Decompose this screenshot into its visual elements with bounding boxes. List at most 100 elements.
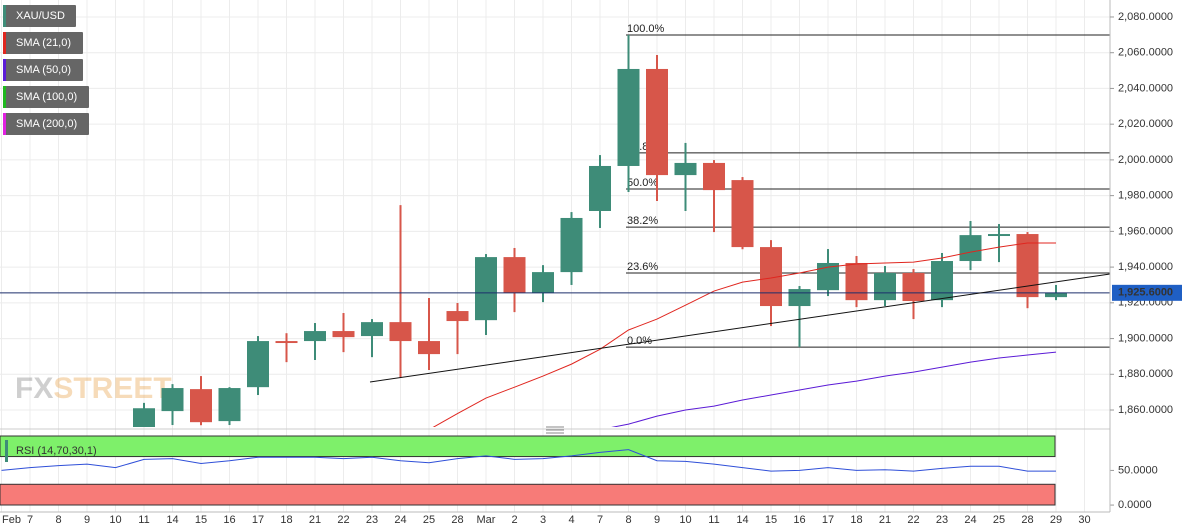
fib-label: 23.6% (627, 261, 658, 273)
axes: Feb 7 8 9 10 11 14 15 16 17 18 21 22 23 24 25 28 Mar 2 3 4 7 8… (2, 11, 1182, 526)
candle-body (959, 235, 982, 262)
legend-swatch (3, 113, 6, 135)
x-tick-label: 25 (423, 514, 435, 526)
legend-box (3, 59, 83, 81)
legend-box (3, 5, 76, 27)
grid (0, 0, 1110, 512)
x-tick-label: 28 (1021, 514, 1033, 526)
candle-body (503, 257, 526, 294)
rsi-tick-label: 0.0000 (1118, 499, 1152, 511)
price-panel (0, 35, 1110, 427)
legend-box (3, 86, 89, 108)
x-tick-label: 17 (252, 514, 264, 526)
legend-label: SMA (50,0) (16, 64, 71, 76)
x-tick-label: 15 (765, 514, 777, 526)
last-price-box (1112, 284, 1182, 301)
candle-body (446, 311, 469, 322)
candle-body (988, 234, 1010, 237)
legend-label: SMA (200,0) (16, 118, 77, 130)
x-tick-label: 17 (822, 514, 834, 526)
sma-line (432, 242, 1056, 427)
candle-body (760, 247, 782, 307)
legend-swatch (3, 59, 6, 81)
legend-swatch (3, 86, 6, 108)
legend-box (3, 113, 89, 135)
y-tick-label: 2,020.0000 (1118, 118, 1173, 130)
x-tick-label: 7 (27, 514, 33, 526)
candle-body (931, 261, 953, 301)
x-tick-label: 4 (568, 514, 574, 526)
x-tick-label: 22 (337, 514, 349, 526)
candle-body (475, 257, 497, 321)
y-tick-label: 1,960.0000 (1118, 225, 1173, 237)
y-tick-label: 1,940.0000 (1118, 261, 1173, 273)
x-tick-label: 8 (55, 514, 61, 526)
candle-body (1045, 292, 1067, 298)
candle-body (731, 180, 754, 248)
legend: XAU/USD SMA (21,0) SMA (50,0) SMA (100,0) SM… (3, 5, 89, 135)
candle-body (674, 162, 697, 176)
rsi-label: RSI (14,70,30,1) (16, 445, 97, 457)
legend-box (3, 32, 83, 54)
watermark-street: STREET (53, 372, 171, 405)
y-tick-label: 2,080.0000 (1118, 11, 1173, 23)
x-tick-label: 3 (540, 514, 546, 526)
rsi-tick-label: 50.0000 (1118, 464, 1158, 476)
x-tick-label: 16 (793, 514, 805, 526)
candle-body (418, 341, 440, 355)
x-tick-label: 14 (736, 514, 748, 526)
x-tick-label: 24 (394, 514, 406, 526)
candle-body (560, 217, 583, 273)
rsi-marker (5, 440, 8, 462)
candle-body (703, 162, 725, 191)
x-tick-label: 9 (84, 514, 90, 526)
candle-body (190, 389, 212, 423)
candle-body (902, 272, 925, 302)
candle-body (361, 322, 383, 337)
x-tick-label: 18 (850, 514, 862, 526)
candle-body (788, 289, 811, 307)
x-tick-label: 2 (511, 514, 517, 526)
x-tick-label: 22 (907, 514, 919, 526)
x-tick-label: 10 (679, 514, 691, 526)
candle-body (617, 68, 640, 166)
candle-body (817, 262, 839, 291)
x-tick-label: Feb (2, 514, 21, 526)
x-tick-label: Mar (477, 514, 496, 526)
sma-line (611, 351, 1057, 427)
last-price-label: 1,925.6000 (1118, 287, 1173, 299)
candle-body (1016, 234, 1039, 298)
x-tick-label: 11 (708, 514, 719, 526)
trendline (369, 273, 1111, 383)
candle-body (275, 341, 298, 344)
separator-handle (546, 426, 564, 434)
x-tick-label: 21 (309, 514, 321, 526)
y-tick-label: 2,060.0000 (1118, 47, 1173, 59)
candle-body (247, 341, 269, 388)
y-tick-label: 2,000.0000 (1118, 154, 1173, 166)
x-tick-label: 23 (366, 514, 378, 526)
fib-label: 38.2% (627, 215, 658, 227)
rsi-panel: 0.0000 50.0000 RSI (14,70,30,1) (0, 435, 1158, 511)
candle-body (161, 388, 184, 412)
x-tick-label: 14 (166, 514, 178, 526)
x-tick-label: 15 (195, 514, 207, 526)
candle-body (532, 272, 554, 294)
legend-label: SMA (21,0) (16, 37, 71, 49)
legend-swatch (3, 5, 6, 27)
legend-label: XAU/USD (16, 10, 65, 22)
candle-body (389, 322, 412, 342)
rsi-line (1, 449, 1056, 472)
watermark: FXSTREET (15, 372, 172, 405)
x-tick-label: 29 (1050, 514, 1062, 526)
y-tick-label: 2,040.0000 (1118, 82, 1173, 94)
x-tick-label: 23 (936, 514, 948, 526)
legend-label: SMA (100,0) (16, 91, 77, 103)
x-tick-label: 16 (223, 514, 235, 526)
fib-label: 100.0% (627, 23, 665, 35)
legend-swatch (3, 32, 6, 54)
x-tick-label: 7 (597, 514, 603, 526)
candle-body (646, 68, 668, 176)
x-tick-label: 30 (1078, 514, 1090, 526)
